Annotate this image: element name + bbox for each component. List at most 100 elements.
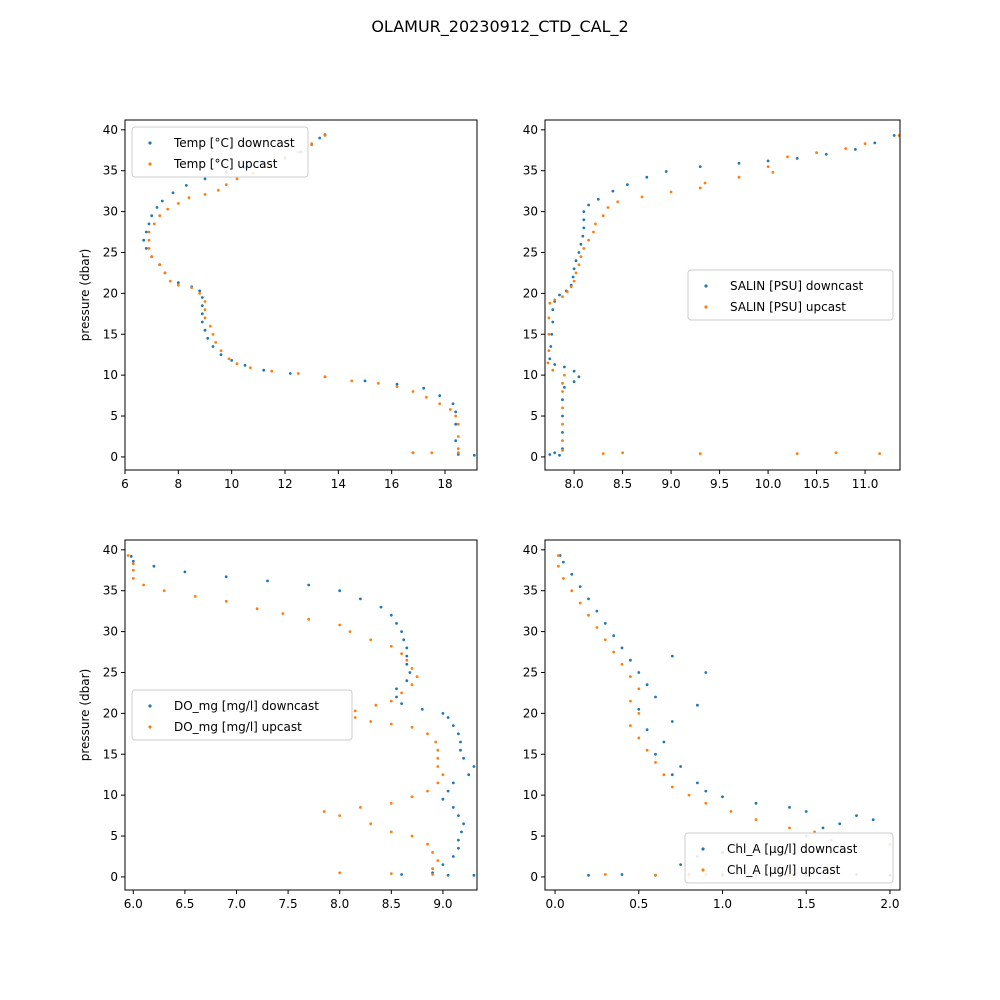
- data-point: [578, 585, 582, 588]
- salinity-panel: 8.0 8.5 9.0 9.5 10.0 10.5 11.0 0 5 10 15 20 25 30 35 40…: [523, 119, 901, 491]
- data-point: [462, 822, 465, 826]
- data-point: [454, 414, 458, 418]
- x-tick-label: 0.0: [546, 897, 565, 911]
- data-point: [703, 181, 707, 185]
- data-point: [436, 765, 440, 768]
- data-point: [171, 191, 175, 195]
- data-point: [654, 873, 657, 877]
- data-point: [448, 408, 452, 411]
- data-point: [562, 577, 565, 580]
- data-point: [795, 452, 799, 455]
- legend-box: [687, 269, 894, 321]
- data-point: [892, 134, 896, 137]
- data-point: [405, 646, 409, 650]
- data-point: [561, 295, 564, 298]
- legend-marker: [704, 284, 708, 288]
- x-tick-label: 12: [277, 477, 292, 491]
- data-point: [147, 230, 151, 234]
- data-point: [620, 662, 624, 666]
- data-point: [359, 806, 362, 809]
- x-tick-label: 6.0: [124, 897, 143, 911]
- y-tick-label: 15: [523, 327, 538, 341]
- data-point: [436, 781, 440, 785]
- data-point: [704, 671, 708, 674]
- data-point: [551, 368, 555, 372]
- data-point: [766, 159, 770, 163]
- data-point: [754, 818, 758, 822]
- data-point: [307, 583, 311, 587]
- data-point: [611, 189, 615, 193]
- data-point: [696, 703, 699, 707]
- data-point: [456, 447, 460, 451]
- data-point: [582, 247, 586, 250]
- x-tick-label: 8.0: [330, 897, 349, 911]
- x-tick-label: 16: [384, 477, 399, 491]
- data-point: [754, 801, 758, 805]
- data-point: [155, 206, 159, 209]
- y-tick-label: 0: [530, 870, 538, 884]
- data-point: [369, 720, 373, 723]
- data-point: [200, 312, 204, 316]
- data-point: [654, 761, 657, 764]
- data-point: [645, 683, 649, 687]
- data-point: [662, 740, 666, 744]
- data-point: [369, 638, 373, 642]
- axes-frame: [544, 119, 901, 471]
- data-point: [190, 286, 194, 289]
- data-point: [376, 381, 380, 385]
- data-point: [322, 810, 326, 813]
- data-point: [561, 390, 564, 393]
- data-point: [219, 349, 223, 352]
- data-point: [551, 308, 555, 312]
- data-point: [243, 363, 247, 367]
- data-point: [451, 402, 455, 406]
- x-tick-label: 11.0: [852, 477, 879, 491]
- data-point: [400, 702, 403, 705]
- y-tick-label: 20: [523, 286, 538, 300]
- data-point: [307, 617, 311, 621]
- data-point: [160, 199, 164, 203]
- x-tick-label: 1.5: [797, 897, 816, 911]
- data-point: [834, 451, 838, 455]
- data-point: [645, 728, 649, 732]
- data-point: [389, 801, 393, 805]
- data-point: [374, 703, 378, 707]
- x-tick-label: 6: [121, 477, 129, 491]
- data-point: [389, 830, 393, 834]
- data-point: [446, 873, 450, 877]
- data-point: [235, 177, 239, 181]
- data-point: [129, 555, 133, 558]
- x-tick-label: 10.0: [755, 477, 782, 491]
- data-point: [227, 357, 231, 361]
- data-point: [436, 748, 440, 752]
- legend: Temp [°C] downcast Temp [°C] upcast: [131, 126, 309, 178]
- data-point: [878, 452, 881, 455]
- data-point: [441, 712, 445, 715]
- data-point: [548, 301, 552, 305]
- data-point: [553, 451, 557, 455]
- data-point: [595, 626, 599, 629]
- x-tick-label: 2.0: [880, 897, 899, 911]
- data-point: [456, 422, 460, 426]
- data-point: [578, 601, 582, 605]
- y-tick-label: 30: [523, 205, 538, 219]
- data-point: [338, 589, 342, 593]
- data-point: [353, 709, 357, 713]
- legend-marker: [704, 305, 708, 309]
- data-point: [441, 773, 445, 777]
- data-point: [338, 814, 342, 817]
- data-point: [211, 345, 215, 348]
- data-point: [547, 316, 551, 320]
- data-point: [400, 691, 403, 695]
- x-tick-label: 7.5: [279, 897, 298, 911]
- data-point: [670, 785, 674, 789]
- data-point: [570, 572, 574, 576]
- data-point: [158, 214, 162, 218]
- data-point: [645, 175, 649, 179]
- data-point: [411, 390, 415, 393]
- data-point: [200, 304, 204, 307]
- data-point: [389, 722, 393, 726]
- x-tick-label: 9.5: [710, 477, 729, 491]
- data-point: [572, 279, 576, 283]
